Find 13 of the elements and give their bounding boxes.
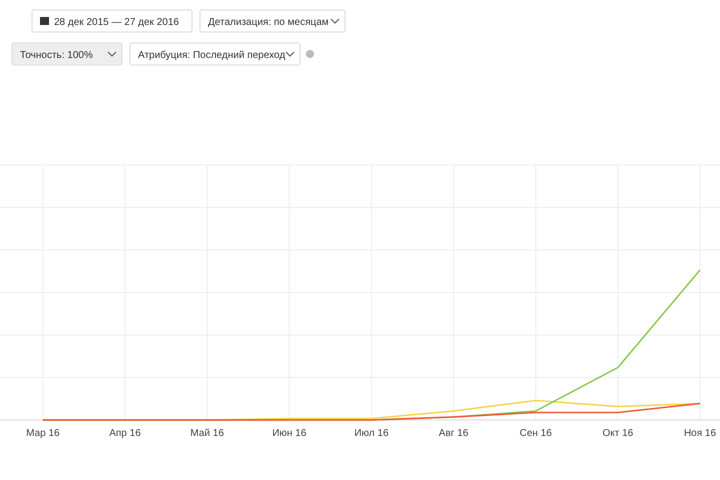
x-tick-label: Мар 16 [26,428,60,439]
x-tick-label: Май 16 [190,428,224,439]
x-tick-label: Окт 16 [602,428,634,439]
x-tick-label: Сен 16 [520,428,552,439]
x-tick-label: Ноя 16 [684,428,716,439]
x-tick-label: Июн 16 [272,428,307,439]
text: Атрибуция: Последний переход [138,50,286,61]
x-tick-label: Апр 16 [109,428,142,439]
text: Детализация: по месяцам [208,17,329,28]
text: 28 дек 2015 — 27 дек 2016 [54,17,180,28]
text: Точность: 100% [20,50,93,61]
x-tick-label: Июл 16 [354,428,389,439]
x-tick-label: Авг 16 [438,428,469,439]
